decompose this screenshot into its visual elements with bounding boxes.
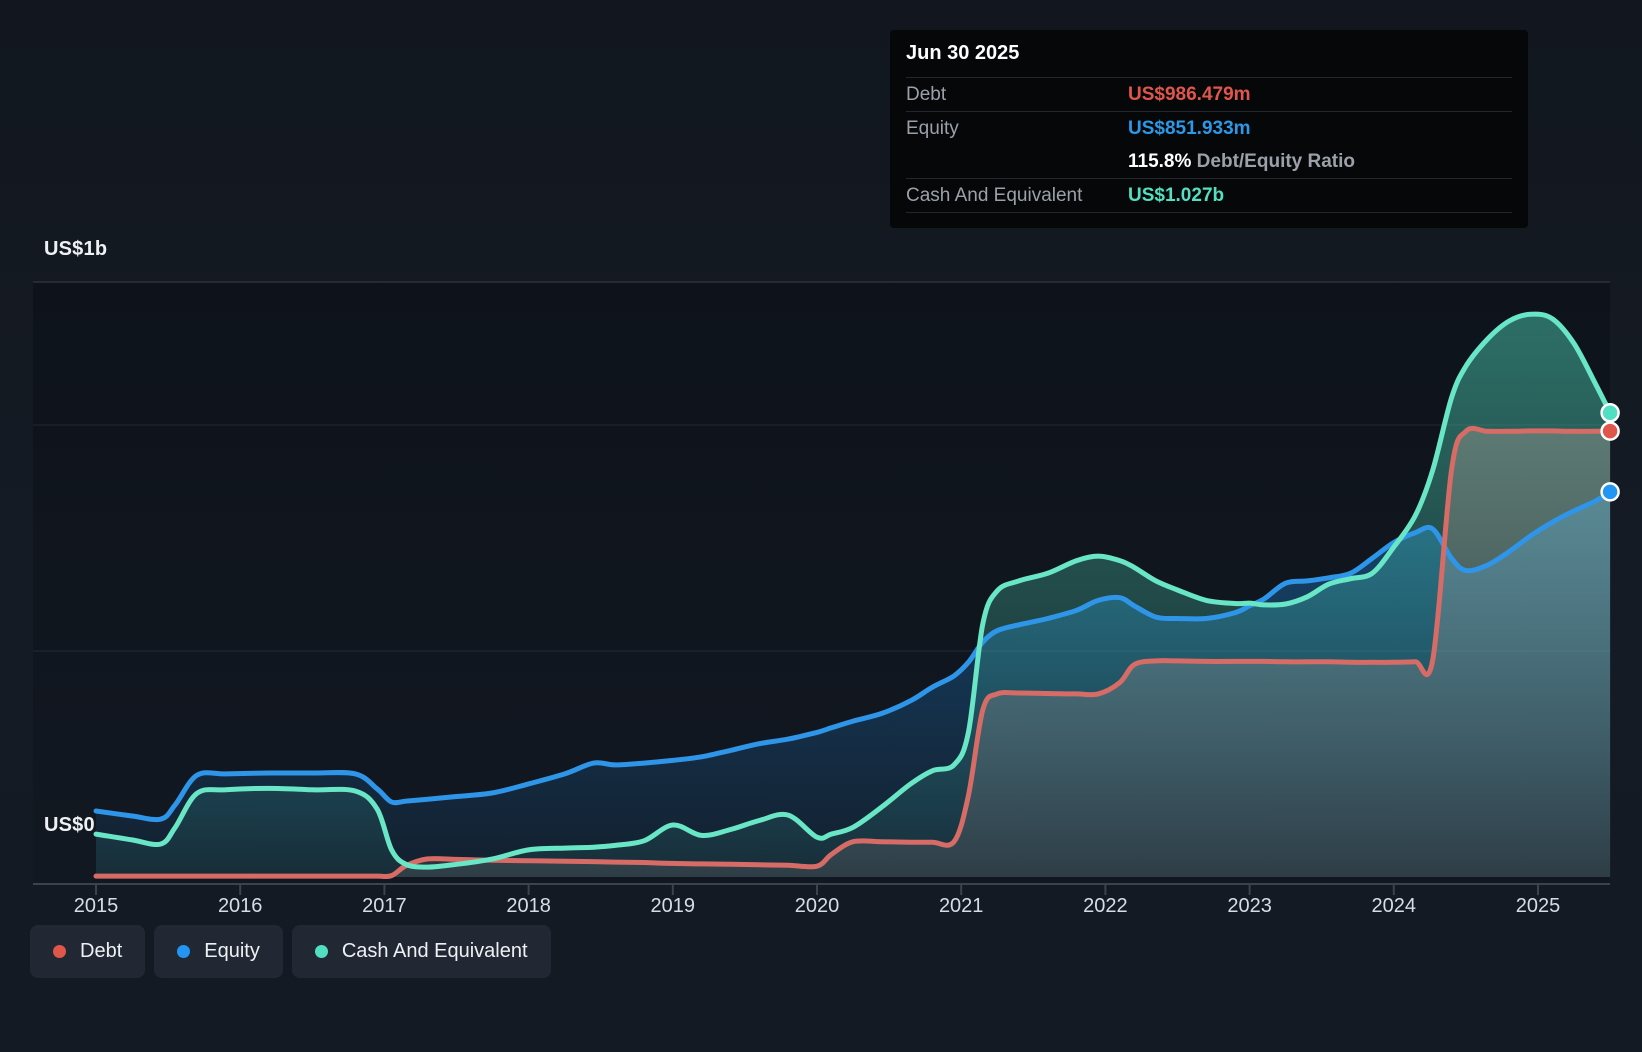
tooltip-equity-row: Equity US$851.933m	[906, 112, 1512, 145]
x-tick-label-2019: 2019	[651, 895, 696, 917]
y-axis-label-zero: US$0	[44, 814, 95, 836]
chart-legend: Debt Equity Cash And Equivalent	[30, 925, 551, 978]
x-tick-label-2015: 2015	[74, 895, 119, 917]
legend-item-debt[interactable]: Debt	[30, 925, 146, 978]
x-tick-label-2022: 2022	[1083, 895, 1128, 917]
equity-legend-dot-icon	[177, 945, 191, 958]
legend-cash-label: Cash And Equivalent	[341, 940, 528, 962]
cash-legend-dot-icon	[314, 945, 328, 958]
equity-line	[93, 489, 1612, 823]
x-tick-label-2021: 2021	[939, 895, 984, 917]
x-tick-label-2024: 2024	[1372, 895, 1417, 917]
x-tick-label-2016: 2016	[218, 895, 263, 917]
legend-item-cash[interactable]: Cash And Equivalent	[291, 925, 551, 978]
tooltip-ratio-row: . 115.8% Debt/Equity Ratio	[906, 145, 1512, 179]
tooltip-date: Jun 30 2025	[906, 30, 1512, 78]
tooltip-cash-row: Cash And Equivalent US$1.027b	[906, 179, 1512, 213]
legend-equity-label: Equity	[204, 940, 260, 962]
chart-tooltip: Jun 30 2025 Debt US$986.479m Equity US$8…	[890, 30, 1528, 228]
cash-and-equivalent-endpoint-dot[interactable]	[1600, 403, 1620, 423]
tooltip-equity-label: Equity	[906, 117, 959, 139]
tooltip-equity-value: US$851.933m	[1128, 117, 1251, 139]
tooltip-cash-label: Cash And Equivalent	[906, 184, 1083, 206]
cash-and-equivalent-line	[93, 311, 1612, 870]
x-tick-label-2018: 2018	[506, 895, 551, 917]
tooltip-cash-value: US$1.027b	[1128, 184, 1225, 206]
x-tick-label-2017: 2017	[362, 895, 407, 917]
legend-item-equity[interactable]: Equity	[154, 925, 283, 978]
tooltip-debt-value: US$986.479m	[1128, 83, 1251, 105]
tooltip-debt-row: Debt US$986.479m	[906, 78, 1512, 112]
debt-area-fill	[96, 428, 1611, 877]
x-tick-label-2023: 2023	[1227, 895, 1272, 917]
debt-endpoint-dot[interactable]	[1600, 421, 1620, 441]
tooltip-debt-label: Debt	[906, 83, 947, 105]
debt-line	[93, 425, 1612, 880]
equity-endpoint-dot[interactable]	[1600, 482, 1620, 502]
y-axis-label-top: US$1b	[44, 238, 108, 260]
tooltip-ratio-value: 115.8% Debt/Equity Ratio	[1128, 151, 1355, 173]
debt-legend-dot-icon	[53, 945, 66, 958]
ratio-caption: Debt/Equity Ratio	[1191, 150, 1356, 172]
ratio-percent: 115.8%	[1128, 150, 1192, 172]
legend-debt-label: Debt	[80, 940, 123, 962]
x-tick-label-2025: 2025	[1516, 895, 1561, 917]
x-tick-label-2020: 2020	[795, 895, 840, 917]
